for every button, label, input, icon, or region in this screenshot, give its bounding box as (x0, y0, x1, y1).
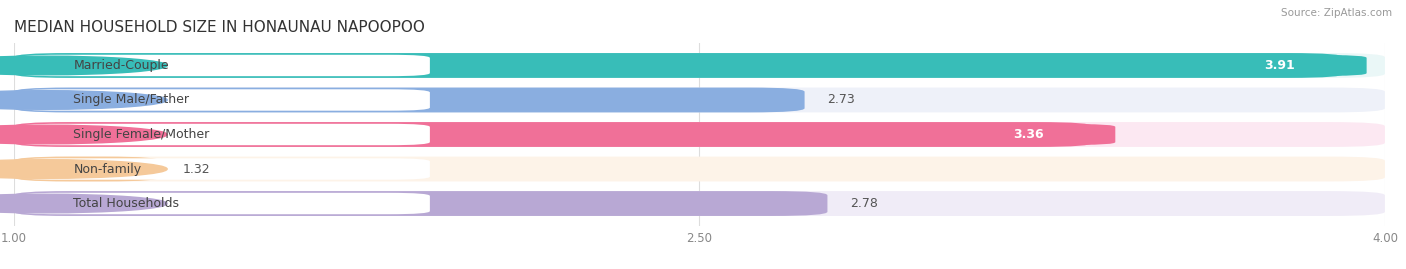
FancyBboxPatch shape (14, 88, 804, 112)
FancyBboxPatch shape (14, 191, 827, 216)
FancyBboxPatch shape (18, 124, 430, 145)
FancyBboxPatch shape (14, 191, 1385, 216)
FancyBboxPatch shape (14, 53, 1385, 78)
Text: Source: ZipAtlas.com: Source: ZipAtlas.com (1281, 8, 1392, 18)
Circle shape (0, 125, 167, 144)
Text: 2.73: 2.73 (827, 94, 855, 107)
FancyBboxPatch shape (18, 55, 430, 76)
Text: Married-Couple: Married-Couple (73, 59, 169, 72)
FancyBboxPatch shape (18, 193, 430, 214)
Text: Total Households: Total Households (73, 197, 180, 210)
FancyBboxPatch shape (14, 157, 160, 181)
FancyBboxPatch shape (14, 53, 1344, 78)
FancyBboxPatch shape (14, 88, 1385, 112)
FancyBboxPatch shape (14, 157, 1385, 181)
Text: 2.78: 2.78 (851, 197, 879, 210)
FancyBboxPatch shape (18, 89, 430, 111)
FancyBboxPatch shape (1192, 55, 1367, 76)
FancyBboxPatch shape (942, 124, 1115, 145)
Text: Single Male/Father: Single Male/Father (73, 94, 190, 107)
Text: Non-family: Non-family (73, 162, 142, 175)
FancyBboxPatch shape (14, 122, 1092, 147)
Text: MEDIAN HOUSEHOLD SIZE IN HONAUNAU NAPOOPOO: MEDIAN HOUSEHOLD SIZE IN HONAUNAU NAPOOP… (14, 20, 425, 35)
Text: 1.32: 1.32 (183, 162, 211, 175)
Circle shape (0, 194, 167, 213)
Text: 3.36: 3.36 (1014, 128, 1043, 141)
Circle shape (0, 91, 167, 109)
Circle shape (0, 56, 167, 75)
FancyBboxPatch shape (14, 122, 1385, 147)
FancyBboxPatch shape (18, 158, 430, 180)
Text: 3.91: 3.91 (1264, 59, 1295, 72)
Text: Single Female/Mother: Single Female/Mother (73, 128, 209, 141)
Circle shape (0, 160, 167, 178)
